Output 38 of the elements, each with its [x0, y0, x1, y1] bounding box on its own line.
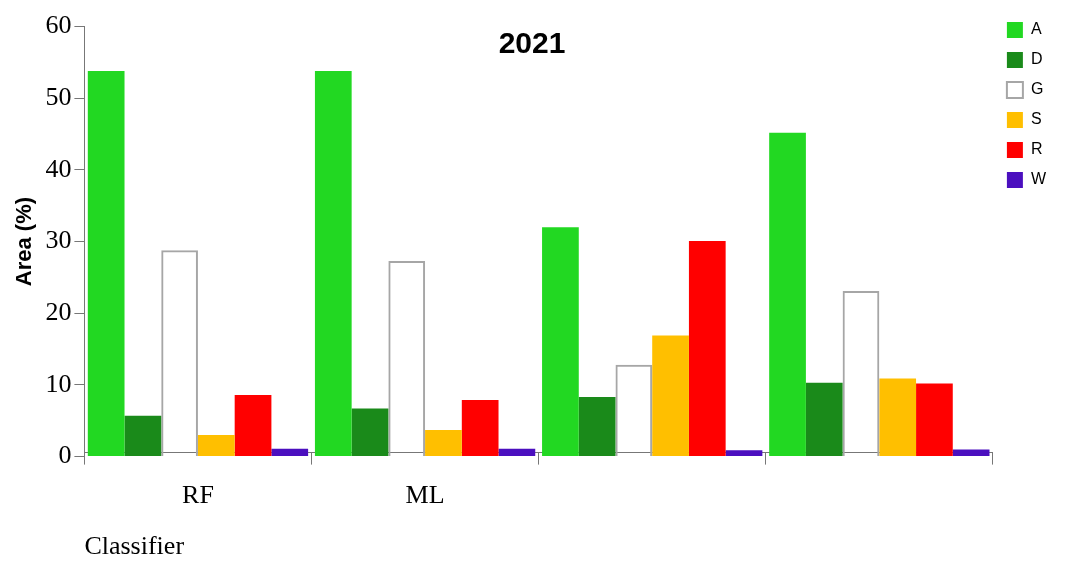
bar [769, 132, 806, 457]
y-tick-label: 10 [45, 368, 72, 398]
bar [461, 399, 499, 457]
x-tick-label: ML [405, 480, 445, 510]
y-axis-title: Area (%) [11, 196, 37, 287]
bar [952, 449, 990, 457]
y-tick-label: 20 [45, 297, 72, 327]
bar [725, 450, 763, 457]
bar [351, 408, 389, 457]
y-tick-label: 40 [45, 153, 72, 183]
bar [879, 378, 917, 457]
legend-label: R [1030, 140, 1043, 158]
y-tick-label: 60 [45, 10, 72, 40]
bar [652, 335, 689, 457]
bar [271, 448, 309, 457]
bar [87, 71, 125, 457]
legend-label: D [1030, 50, 1043, 68]
bar [916, 383, 953, 457]
bar [578, 397, 616, 457]
bar [542, 227, 579, 457]
legend-label: A [1030, 20, 1042, 38]
bar [314, 71, 352, 457]
bar [805, 382, 843, 457]
y-tick-label: 50 [45, 82, 72, 112]
legend-label: S [1030, 110, 1042, 128]
bar [124, 415, 162, 457]
bar [688, 240, 726, 457]
bar [234, 394, 272, 457]
bar [498, 448, 536, 457]
x-tick-label: RF [182, 480, 214, 510]
bar [425, 430, 462, 457]
y-tick-label: 30 [45, 225, 72, 255]
y-tick-label: 0 [58, 440, 72, 470]
chart-title: 2021 [498, 25, 566, 59]
legend-label: W [1030, 170, 1047, 188]
legend-label: G [1030, 80, 1044, 98]
bar [197, 435, 235, 457]
x-axis-title: Classifier [84, 531, 185, 561]
